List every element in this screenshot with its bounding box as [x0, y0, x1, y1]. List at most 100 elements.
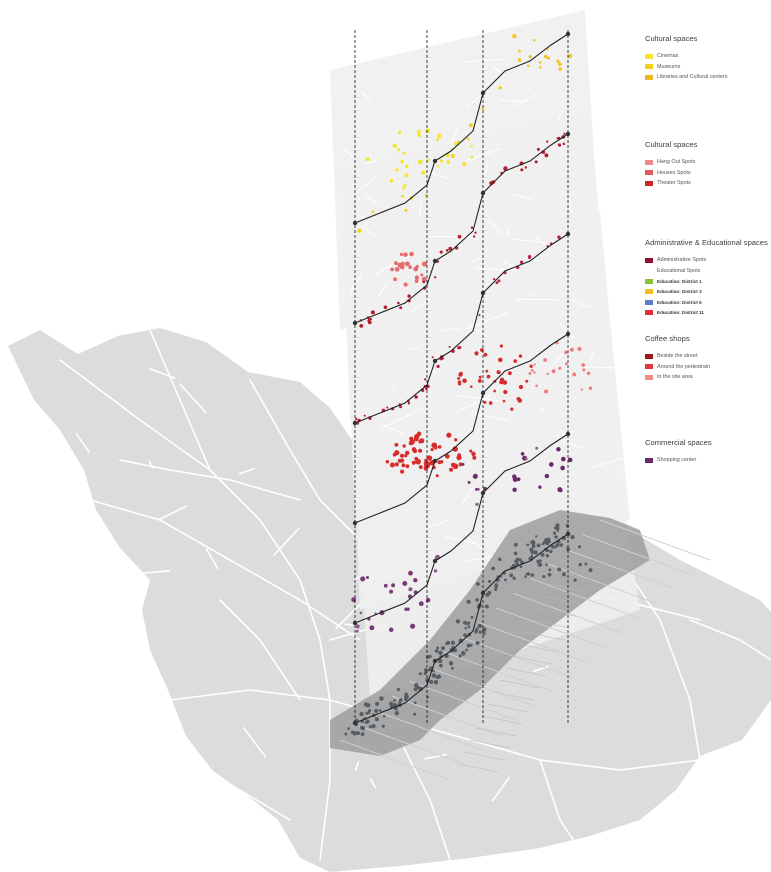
road	[249, 379, 361, 541]
culture-yellow-marker	[543, 54, 548, 59]
legend-label: Education: District 1	[657, 278, 702, 284]
coffee-marker	[471, 451, 476, 457]
legend-swatch	[645, 374, 653, 380]
sheet-road	[462, 486, 474, 505]
base-point-marker	[475, 627, 479, 631]
site-street	[478, 622, 589, 664]
coffee-marker	[564, 350, 568, 355]
sheet-road	[514, 90, 543, 107]
route-node	[432, 658, 438, 664]
coffee-marker	[517, 398, 523, 403]
coffee-marker	[499, 344, 504, 348]
sheet-road	[591, 453, 637, 468]
sheet-road	[341, 146, 354, 158]
legend-item: Education: District 6	[645, 297, 771, 308]
route-line-3	[354, 333, 569, 524]
culture-yellow-marker	[468, 123, 473, 128]
sheet-road	[349, 272, 363, 294]
base-point-marker	[467, 625, 471, 629]
base-point-marker	[573, 578, 577, 582]
base-point-marker	[514, 559, 517, 563]
legend-swatch	[645, 170, 653, 176]
minor-road	[91, 557, 105, 575]
base-point-marker	[515, 557, 520, 562]
site-street	[565, 548, 676, 590]
annotation-tick	[475, 727, 517, 737]
site-street	[339, 739, 451, 781]
route-node	[480, 390, 486, 396]
coffee-marker	[470, 385, 473, 388]
base-point-marker	[548, 568, 552, 572]
site-street	[582, 534, 693, 576]
coffee-marker	[493, 389, 497, 393]
minor-road	[689, 772, 706, 790]
road	[539, 759, 581, 851]
road	[189, 769, 291, 821]
legend-item: Education: District 11	[645, 308, 771, 319]
culture-red-marker	[408, 265, 412, 270]
commercial-marker	[461, 463, 465, 466]
coffee-marker	[405, 450, 410, 456]
route-lines	[352, 31, 571, 726]
culture-yellow-marker	[404, 208, 408, 212]
admin-marker	[436, 364, 440, 369]
culture-yellow-marker	[389, 178, 394, 183]
sheet-road	[441, 327, 461, 332]
base-point-marker	[536, 559, 540, 564]
coffee-marker	[529, 364, 533, 368]
culture-red-marker	[544, 153, 549, 158]
coffee-marker	[457, 376, 461, 380]
coffee-marker	[418, 439, 423, 444]
admin-marker	[425, 387, 428, 391]
minor-road	[205, 548, 219, 570]
legend-label: Hang Out Spots	[657, 159, 696, 166]
culture-red-marker	[390, 267, 394, 272]
commercial-marker	[516, 477, 521, 482]
base-point-marker	[549, 549, 553, 554]
culture-red-marker	[534, 160, 538, 164]
route-node	[352, 620, 358, 626]
culture-yellow-marker	[539, 66, 542, 69]
coffee-marker	[474, 351, 479, 356]
base-point-marker	[344, 732, 348, 736]
coffee-marker	[478, 375, 482, 379]
sheet-road	[383, 424, 405, 435]
base-point-marker	[530, 540, 533, 544]
legend-label: Libraries and Cultural centers	[657, 74, 728, 81]
culture-yellow-marker	[398, 131, 402, 135]
minor-road	[144, 739, 170, 743]
culture-yellow-marker	[392, 143, 397, 149]
base-point-marker	[455, 619, 461, 624]
coffee-marker	[431, 442, 438, 449]
admin-marker	[386, 406, 389, 409]
legend-swatch	[645, 457, 653, 463]
sheet-road	[572, 299, 591, 309]
base-point-marker	[475, 641, 480, 645]
legend-item: Libraries and Cultural centers	[645, 72, 771, 83]
route-node	[352, 420, 358, 426]
road	[89, 499, 361, 641]
base-point-marker	[536, 543, 541, 548]
coffee-marker	[551, 369, 556, 374]
culture-yellow-marker	[401, 194, 404, 198]
sheet-road	[392, 387, 397, 391]
culture-red-marker	[393, 277, 398, 282]
sheet-road	[460, 58, 509, 63]
culture-red-marker	[403, 252, 408, 257]
culture-red-marker	[448, 246, 453, 251]
base-point-marker	[438, 650, 443, 656]
culture-yellow-marker	[421, 170, 426, 175]
coffee-marker	[397, 458, 402, 463]
base-point-marker	[374, 717, 379, 722]
sheet-road	[589, 351, 595, 362]
commercial-marker	[355, 629, 359, 633]
sheet-road	[477, 328, 490, 339]
legend-3: Coffee shops Beside the street Around the …	[645, 334, 771, 383]
culture-yellow-marker	[462, 162, 467, 167]
commercial-marker	[512, 474, 517, 479]
commercial-marker	[413, 578, 418, 583]
base-point-marker	[429, 680, 434, 684]
coffee-marker	[414, 456, 419, 461]
base-point-marker	[530, 551, 534, 555]
legend-list: Beside the street Around the pedestrain In…	[645, 351, 771, 383]
